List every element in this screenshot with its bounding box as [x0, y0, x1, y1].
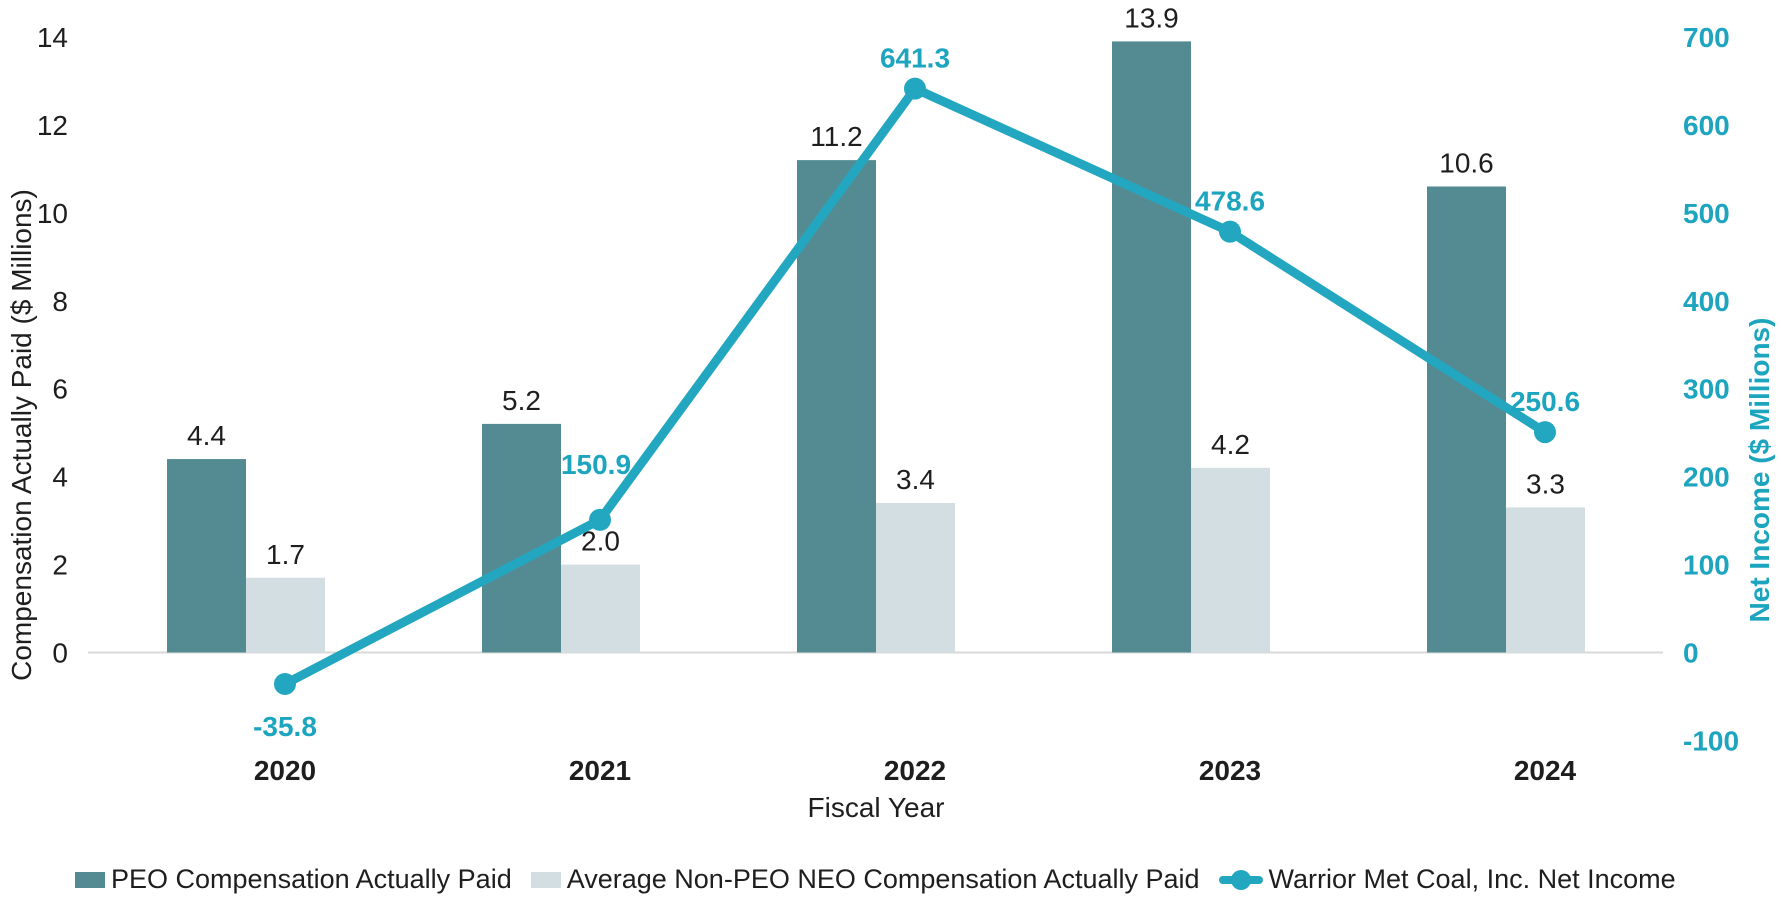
- left-axis-tick: 4: [52, 462, 68, 493]
- bar-value-label: 3.3: [1526, 468, 1565, 499]
- left-axis-tick: 0: [52, 638, 68, 669]
- x-category-label: 2021: [569, 755, 631, 786]
- legend-label-peo: PEO Compensation Actually Paid: [111, 864, 512, 894]
- legend-item-peo: PEO Compensation Actually Paid: [75, 864, 512, 895]
- left-axis-tick: 8: [52, 286, 68, 317]
- bar-value-label: 5.2: [502, 385, 541, 416]
- peo-bar: [167, 459, 246, 653]
- right-axis-tick: 500: [1683, 198, 1730, 229]
- net-income-marker: [1534, 421, 1556, 444]
- left-axis-tick: 12: [37, 110, 68, 141]
- neo-bar: [1506, 507, 1585, 653]
- line-value-label: 478.6: [1195, 186, 1265, 217]
- right-axis-tick: 300: [1683, 374, 1730, 405]
- left-axis-title: Compensation Actually Paid ($ Millions): [6, 189, 37, 681]
- line-value-label: 250.6: [1510, 386, 1580, 417]
- neo-bar: [1191, 467, 1270, 653]
- line-value-label: 641.3: [880, 43, 950, 74]
- legend-item-neo: Average Non-PEO NEO Compensation Actuall…: [530, 864, 1200, 895]
- neo-bar: [246, 577, 325, 653]
- bar-value-label: 3.4: [896, 464, 935, 495]
- left-axis-tick: 6: [52, 374, 68, 405]
- right-axis-title: Net Income ($ Millions): [1744, 317, 1775, 623]
- right-axis-tick: 100: [1683, 550, 1730, 581]
- line-value-label: 150.9: [561, 449, 631, 480]
- x-category-label: 2023: [1199, 755, 1261, 786]
- left-axis-tick: 10: [37, 198, 68, 229]
- legend-item-net-income: Warrior Met Coal, Inc. Net Income: [1218, 864, 1676, 895]
- peo-swatch-icon: [75, 871, 105, 888]
- x-category-label: 2024: [1514, 755, 1577, 786]
- x-axis-title: Fiscal Year: [807, 792, 945, 823]
- right-axis-tick: -100: [1683, 725, 1739, 756]
- legend-label-net-income: Warrior Met Coal, Inc. Net Income: [1268, 864, 1676, 894]
- line-marker-icon: [1218, 869, 1263, 890]
- bar-value-label: 1.7: [266, 539, 305, 570]
- peo-bar: [797, 160, 876, 653]
- neo-bar: [561, 564, 640, 653]
- right-axis-tick: 200: [1683, 462, 1730, 493]
- marker-dot-icon: [1230, 869, 1251, 890]
- left-axis-tick: 14: [37, 22, 68, 53]
- right-axis-tick: 400: [1683, 286, 1730, 317]
- net-income-marker: [1219, 220, 1241, 243]
- net-income-marker: [904, 77, 926, 100]
- left-axis-tick: 2: [52, 550, 68, 581]
- bar-value-label: 10.6: [1439, 147, 1494, 178]
- right-axis-tick: 0: [1683, 638, 1699, 669]
- peo-bar: [1427, 186, 1506, 653]
- x-category-label: 2022: [884, 755, 946, 786]
- neo-swatch-icon: [530, 871, 561, 888]
- peo-bar: [482, 423, 561, 653]
- net-income-marker: [274, 672, 296, 695]
- bar-value-label: 11.2: [810, 121, 862, 152]
- bar-value-label: 13.9: [1124, 2, 1179, 33]
- right-axis-tick: 700: [1683, 22, 1730, 53]
- line-value-label: -35.8: [253, 711, 317, 742]
- bar-value-label: 4.2: [1211, 429, 1250, 460]
- right-axis-tick: 600: [1683, 110, 1730, 141]
- legend-label-neo: Average Non-PEO NEO Compensation Actuall…: [566, 864, 1200, 894]
- net-income-marker: [589, 508, 611, 531]
- legend: PEO Compensation Actually Paid Average N…: [75, 864, 1676, 895]
- peo-bar: [1112, 41, 1191, 653]
- x-category-label: 2020: [254, 755, 316, 786]
- neo-bar: [876, 503, 955, 653]
- bar-value-label: 4.4: [187, 420, 226, 451]
